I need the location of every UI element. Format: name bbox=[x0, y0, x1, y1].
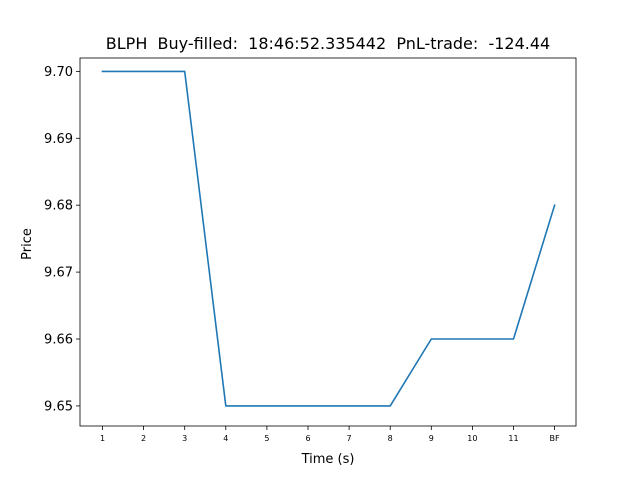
x-tick-label: 7 bbox=[347, 434, 352, 443]
y-tick-label: 9.67 bbox=[44, 266, 73, 281]
x-tick-label: 1 bbox=[100, 434, 105, 443]
x-tick-label: 9 bbox=[429, 434, 434, 443]
x-tick-label: BF bbox=[550, 434, 560, 443]
x-tick-label: 11 bbox=[508, 434, 518, 443]
chart-title: BLPH Buy-filled: 18:46:52.335442 PnL-tra… bbox=[106, 34, 550, 53]
x-tick-label: 5 bbox=[264, 434, 269, 443]
x-axis-label: Time (s) bbox=[301, 452, 355, 467]
y-tick-label: 9.69 bbox=[44, 132, 73, 147]
x-tick-label: 3 bbox=[182, 434, 187, 443]
series-line bbox=[101, 70, 556, 407]
y-tick-label: 9.68 bbox=[44, 199, 73, 214]
x-tick-label: 6 bbox=[305, 434, 310, 443]
y-axis-label: Price bbox=[20, 228, 35, 260]
x-tick-label: 8 bbox=[388, 434, 393, 443]
x-tick-label: 2 bbox=[141, 434, 146, 443]
x-tick-label: 10 bbox=[467, 434, 477, 443]
y-tick-label: 9.66 bbox=[44, 333, 73, 348]
x-tick-label: 4 bbox=[223, 434, 228, 443]
axes-frame bbox=[79, 57, 577, 427]
y-tick-label: 9.70 bbox=[44, 65, 73, 80]
y-tick-label: 9.65 bbox=[44, 399, 73, 414]
plot-area: 9.65 9.66 9.67 9.68 9.69 9.70 1 2 3 4 5 6 7 8 9 10 11 BF bbox=[44, 57, 577, 443]
